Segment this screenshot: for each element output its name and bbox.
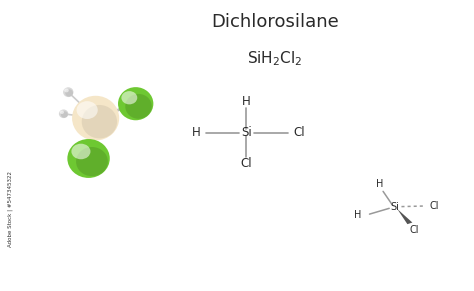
Ellipse shape bbox=[82, 105, 117, 139]
Ellipse shape bbox=[61, 111, 68, 118]
Ellipse shape bbox=[72, 96, 119, 141]
Text: Dichlorosilane: Dichlorosilane bbox=[211, 13, 338, 31]
Ellipse shape bbox=[63, 87, 73, 97]
Text: H: H bbox=[242, 95, 251, 108]
Ellipse shape bbox=[121, 91, 137, 104]
Ellipse shape bbox=[64, 88, 69, 92]
Polygon shape bbox=[397, 209, 412, 224]
Text: Cl: Cl bbox=[294, 126, 305, 139]
Text: Cl: Cl bbox=[410, 225, 419, 235]
Ellipse shape bbox=[125, 94, 152, 119]
Ellipse shape bbox=[60, 111, 64, 114]
Ellipse shape bbox=[59, 109, 68, 118]
Text: H: H bbox=[191, 126, 201, 139]
Text: Adobe Stock | #547345322: Adobe Stock | #547345322 bbox=[7, 171, 13, 247]
Ellipse shape bbox=[67, 139, 110, 178]
Text: SiH$_2$Cl$_2$: SiH$_2$Cl$_2$ bbox=[247, 50, 302, 68]
Text: H: H bbox=[376, 179, 383, 189]
Ellipse shape bbox=[76, 147, 108, 176]
Text: Si: Si bbox=[391, 203, 399, 212]
Ellipse shape bbox=[65, 89, 73, 97]
Ellipse shape bbox=[72, 144, 91, 159]
Text: H: H bbox=[354, 210, 361, 220]
Text: Cl: Cl bbox=[241, 157, 252, 170]
Ellipse shape bbox=[118, 87, 154, 120]
Text: Cl: Cl bbox=[429, 201, 439, 211]
Text: Si: Si bbox=[241, 126, 252, 139]
Ellipse shape bbox=[76, 101, 98, 119]
